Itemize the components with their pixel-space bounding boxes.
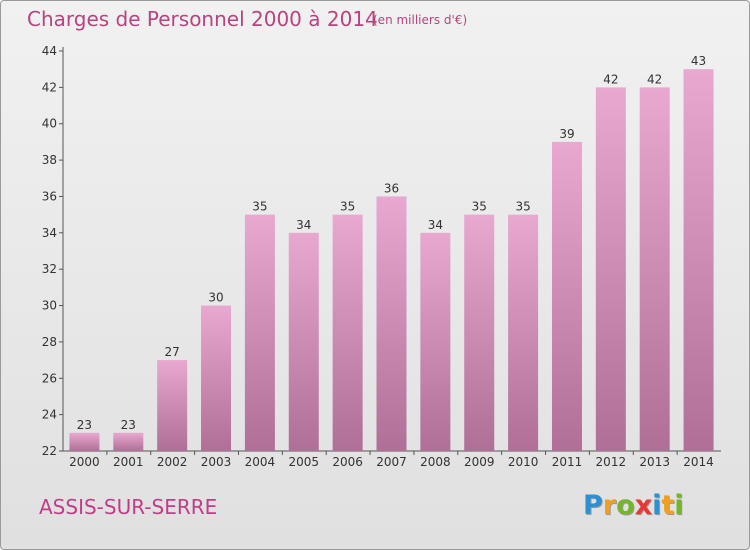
x-tick-label: 2009 (464, 455, 495, 469)
proxiti-logo: Proxiti (583, 490, 684, 521)
bar-2001 (113, 432, 144, 451)
bar-2009 (464, 214, 495, 451)
value-label-2006: 35 (340, 200, 355, 214)
logo-letter: i (652, 490, 662, 521)
logo-letter: i (674, 490, 684, 521)
value-label-2000: 23 (77, 418, 92, 432)
x-tick-label: 2005 (288, 455, 319, 469)
value-label-2003: 30 (208, 291, 223, 305)
value-label-2014: 43 (691, 54, 706, 68)
bar-2011 (551, 141, 582, 451)
y-tick-label: 24 (42, 408, 57, 422)
logo-letter: r (602, 490, 617, 521)
y-tick-label: 40 (42, 117, 57, 131)
x-tick-label: 2003 (201, 455, 232, 469)
bars (69, 69, 714, 451)
value-label-2010: 35 (515, 200, 530, 214)
x-tick-label: 2001 (113, 455, 144, 469)
chart-subtitle: (en milliers d'€) (373, 13, 468, 27)
x-tick-label: 2008 (420, 455, 451, 469)
x-tick-label: 2000 (69, 455, 100, 469)
value-label-2004: 35 (252, 200, 267, 214)
commune-name: ASSIS-SUR-SERRE (39, 495, 218, 519)
bar-2013 (639, 87, 670, 451)
y-tick-label: 22 (42, 444, 57, 458)
value-label-2009: 35 (472, 200, 487, 214)
x-tick-label: 2010 (508, 455, 539, 469)
bar-2014 (683, 69, 714, 451)
x-tick-label: 2007 (376, 455, 407, 469)
y-tick-label: 38 (42, 153, 57, 167)
bar-2008 (420, 232, 451, 451)
bar-2006 (332, 214, 363, 451)
bar-2002 (157, 360, 188, 451)
value-label-2011: 39 (559, 127, 574, 141)
value-labels: 23 23 27 30 35 34 35 36 34 35 35 39 42 42 43 (77, 54, 706, 432)
value-label-2013: 42 (647, 72, 662, 86)
x-tick-label: 2012 (596, 455, 627, 469)
x-tick-label: 2011 (552, 455, 583, 469)
y-tick-label: 36 (42, 189, 57, 203)
y-tick-label: 32 (42, 262, 57, 276)
logo-letter: P (583, 490, 603, 521)
bar-2007 (376, 196, 407, 451)
bar-2000 (69, 432, 100, 451)
x-tick-label: 2006 (332, 455, 363, 469)
y-tick-label: 44 (42, 44, 57, 58)
bar-2010 (508, 214, 539, 451)
y-tick-label: 42 (42, 80, 57, 94)
bar-2012 (595, 87, 626, 451)
logo-letter: o (616, 490, 635, 521)
y-tick-label: 28 (42, 335, 57, 349)
bar-2004 (244, 214, 275, 451)
value-label-2005: 34 (296, 218, 311, 232)
value-label-2008: 34 (428, 218, 443, 232)
x-tick-label: 2002 (157, 455, 188, 469)
x-tick-label: 2013 (639, 455, 670, 469)
value-label-2007: 36 (384, 181, 399, 195)
x-tick-label: 2004 (245, 455, 276, 469)
y-axis: 22 24 26 28 30 32 34 36 38 40 42 44 (42, 44, 64, 458)
y-tick-label: 26 (42, 371, 57, 385)
y-tick-label: 34 (42, 226, 57, 240)
x-tick-label: 2014 (683, 455, 714, 469)
y-tick-label: 30 (42, 299, 57, 313)
value-label-2002: 27 (165, 345, 180, 359)
value-label-2012: 42 (603, 72, 618, 86)
logo-letter: x (634, 490, 653, 521)
x-axis: 2000 2001 2002 2003 2004 2005 2006 2007 2008 2009… (63, 450, 721, 469)
bar-2003 (201, 305, 232, 451)
value-label-2001: 23 (121, 418, 136, 432)
bar-2005 (288, 232, 319, 451)
chart-title: Charges de Personnel 2000 à 2014 (27, 7, 378, 31)
logo-letter: t (661, 490, 675, 521)
